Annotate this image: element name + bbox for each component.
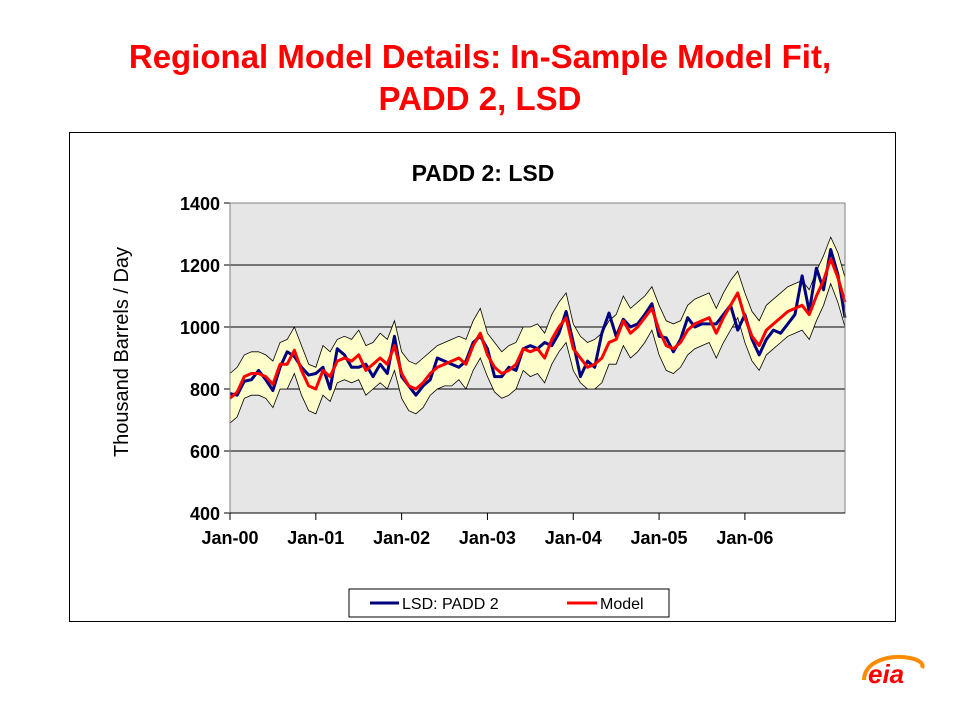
legend: LSD: PADD 2 Model xyxy=(348,588,670,618)
series-line-upper-bound xyxy=(229,236,846,374)
y-tick-label: 1200 xyxy=(180,256,220,276)
legend-label-model: Model xyxy=(600,596,644,613)
logo-text: eia xyxy=(868,659,904,689)
series-line-model xyxy=(229,257,847,400)
chart-frame: PADD 2: LSD Thousand Barrels / Day 400 60… xyxy=(69,132,896,622)
y-tick-label: 1400 xyxy=(180,194,220,214)
x-tick-label: Jan-04 xyxy=(545,528,602,548)
x-tick-label: Jan-03 xyxy=(459,528,516,548)
y-tick-label: 1000 xyxy=(180,318,220,338)
plot-area: 400 600 800 1000 1200 1400 Jan-00 Jan-01 Jan-02 J… xyxy=(180,194,847,548)
x-tick-label: Jan-02 xyxy=(373,528,430,548)
series-line-lower-bound xyxy=(229,282,846,424)
y-tick-label: 400 xyxy=(190,504,220,524)
chart: PADD 2: LSD Thousand Barrels / Day 400 60… xyxy=(111,160,847,618)
chart-title: PADD 2: LSD xyxy=(412,160,555,186)
x-tick-label: Jan-00 xyxy=(201,528,258,548)
y-tick-label: 800 xyxy=(190,380,220,400)
x-tick-label: Jan-06 xyxy=(716,528,773,548)
legend-label-lsd: LSD: PADD 2 xyxy=(402,596,499,613)
confidence-band xyxy=(230,237,845,424)
y-tick-label: 600 xyxy=(190,442,220,462)
slide-title-line2: PADD 2, LSD xyxy=(378,80,582,117)
eia-logo-icon: eia xyxy=(862,655,925,689)
x-tick-label: Jan-05 xyxy=(631,528,688,548)
slide-title: Regional Model Details: In-Sample Model … xyxy=(0,36,960,120)
legend-box xyxy=(348,588,670,618)
slide-title-line1: Regional Model Details: In-Sample Model … xyxy=(128,38,832,75)
y-axis-label: Thousand Barrels / Day xyxy=(111,247,133,457)
x-tick-label: Jan-01 xyxy=(287,528,344,548)
